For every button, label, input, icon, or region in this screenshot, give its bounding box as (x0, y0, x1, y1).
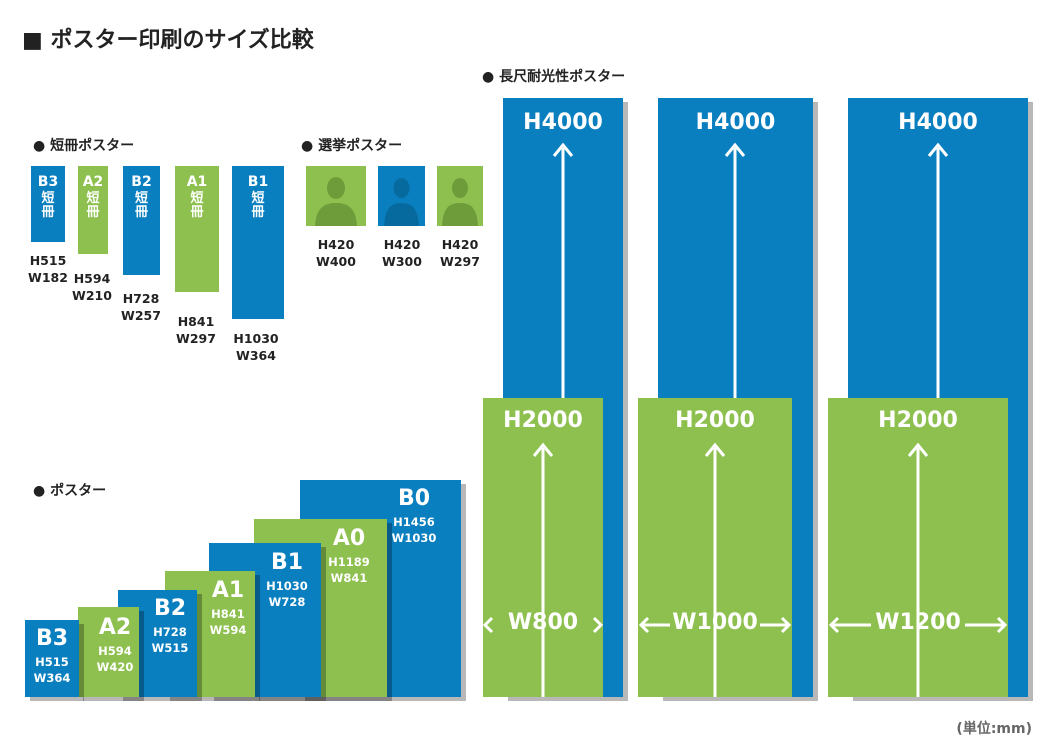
tanzaku-b3-name: B3 (37, 174, 59, 190)
tanzaku-a2-label: H594 W210 (72, 271, 112, 303)
longlife-2-arrows (638, 142, 792, 697)
poster-b1-name: B1 (270, 550, 304, 575)
tanzaku-a2-name: A2 (82, 174, 104, 190)
section-tanzaku-title: ● 短冊ポスター (33, 138, 135, 154)
person-silhouette-icon (384, 178, 419, 226)
section-senkyo-title: ● 選挙ポスター (301, 138, 403, 154)
tanzaku-b1-sub: 短冊 (251, 191, 265, 220)
poster-a0-name: A0 (332, 526, 366, 551)
longlife-2-hmin: H2000 (675, 408, 755, 433)
tanzaku-b2-name: B2 (131, 174, 152, 190)
tanzaku-b3-rect: B3 短冊 (31, 166, 65, 242)
longlife-2-hmax: H4000 (695, 110, 776, 135)
tanzaku-b1-rect: B1 短冊 (232, 166, 284, 319)
longlife-3-arrows (828, 142, 1008, 697)
tanzaku-a2-rect: A2 短冊 (78, 166, 108, 254)
senkyo-400-rect (306, 166, 366, 226)
longlife-1-arrows (483, 142, 604, 697)
tanzaku-a2-sub: 短冊 (86, 191, 100, 220)
tanzaku-b3-label: H515 W182 (28, 253, 68, 285)
tanzaku-b1-label: H1030 W364 (233, 331, 279, 363)
poster-b2-name: B2 (153, 596, 187, 621)
senkyo-300-rect (378, 166, 425, 226)
poster-a2-name: A2 (98, 615, 132, 640)
senkyo-400-label: H420 W400 (316, 237, 356, 269)
poster-b2-dims: H728 W515 (151, 625, 189, 655)
person-silhouette-icon (442, 178, 478, 226)
tanzaku-a1-name: A1 (186, 174, 208, 190)
poster-b0-dims: H1456 W1030 (391, 515, 437, 545)
poster-a1-name: A1 (211, 578, 245, 603)
longlife-1-hmin: H2000 (503, 408, 583, 433)
poster-a2-rect: A2 H594 W420 (78, 607, 139, 697)
tanzaku-b2-sub: 短冊 (134, 191, 148, 220)
longlife-3-hmax: H4000 (898, 110, 978, 135)
tanzaku-a1-sub: 短冊 (190, 191, 204, 220)
poster-b3-name: B3 (35, 626, 69, 651)
tanzaku-a1-rect: A1 短冊 (175, 166, 219, 292)
tanzaku-b2-label: H728 W257 (121, 291, 161, 323)
tanzaku-b1-name: B1 (247, 174, 269, 190)
poster-b3-dims: H515 W364 (33, 655, 71, 685)
poster-a1-dims: H841 W594 (209, 607, 247, 637)
poster-a2-dims: H594 W420 (96, 644, 134, 674)
senkyo-300-label: H420 W300 (382, 237, 422, 269)
tanzaku-b3-sub: 短冊 (41, 191, 55, 220)
poster-b3-rect: B3 H515 W364 (25, 620, 79, 697)
longlife-1-hmax: H4000 (523, 110, 603, 135)
tanzaku-b2-rect: B2 短冊 (123, 166, 160, 275)
section-longlife-title: ● 長尺耐光性ポスター (482, 69, 626, 85)
section-poster-title: ● ポスター (33, 483, 107, 499)
unit-note: (単位:mm) (956, 721, 1032, 737)
page-title: ■ ポスター印刷のサイズ比較 (22, 28, 314, 53)
poster-b1-dims: H1030 W728 (266, 579, 308, 609)
person-silhouette-icon (315, 177, 357, 226)
longlife-3-hmin: H2000 (878, 408, 958, 433)
tanzaku-a1-label: H841 W297 (176, 314, 216, 346)
poster-b0-name: B0 (397, 486, 431, 511)
senkyo-297-rect (437, 166, 483, 226)
senkyo-297-label: H420 W297 (440, 237, 480, 269)
poster-a0-dims: H1189 W841 (328, 555, 370, 585)
